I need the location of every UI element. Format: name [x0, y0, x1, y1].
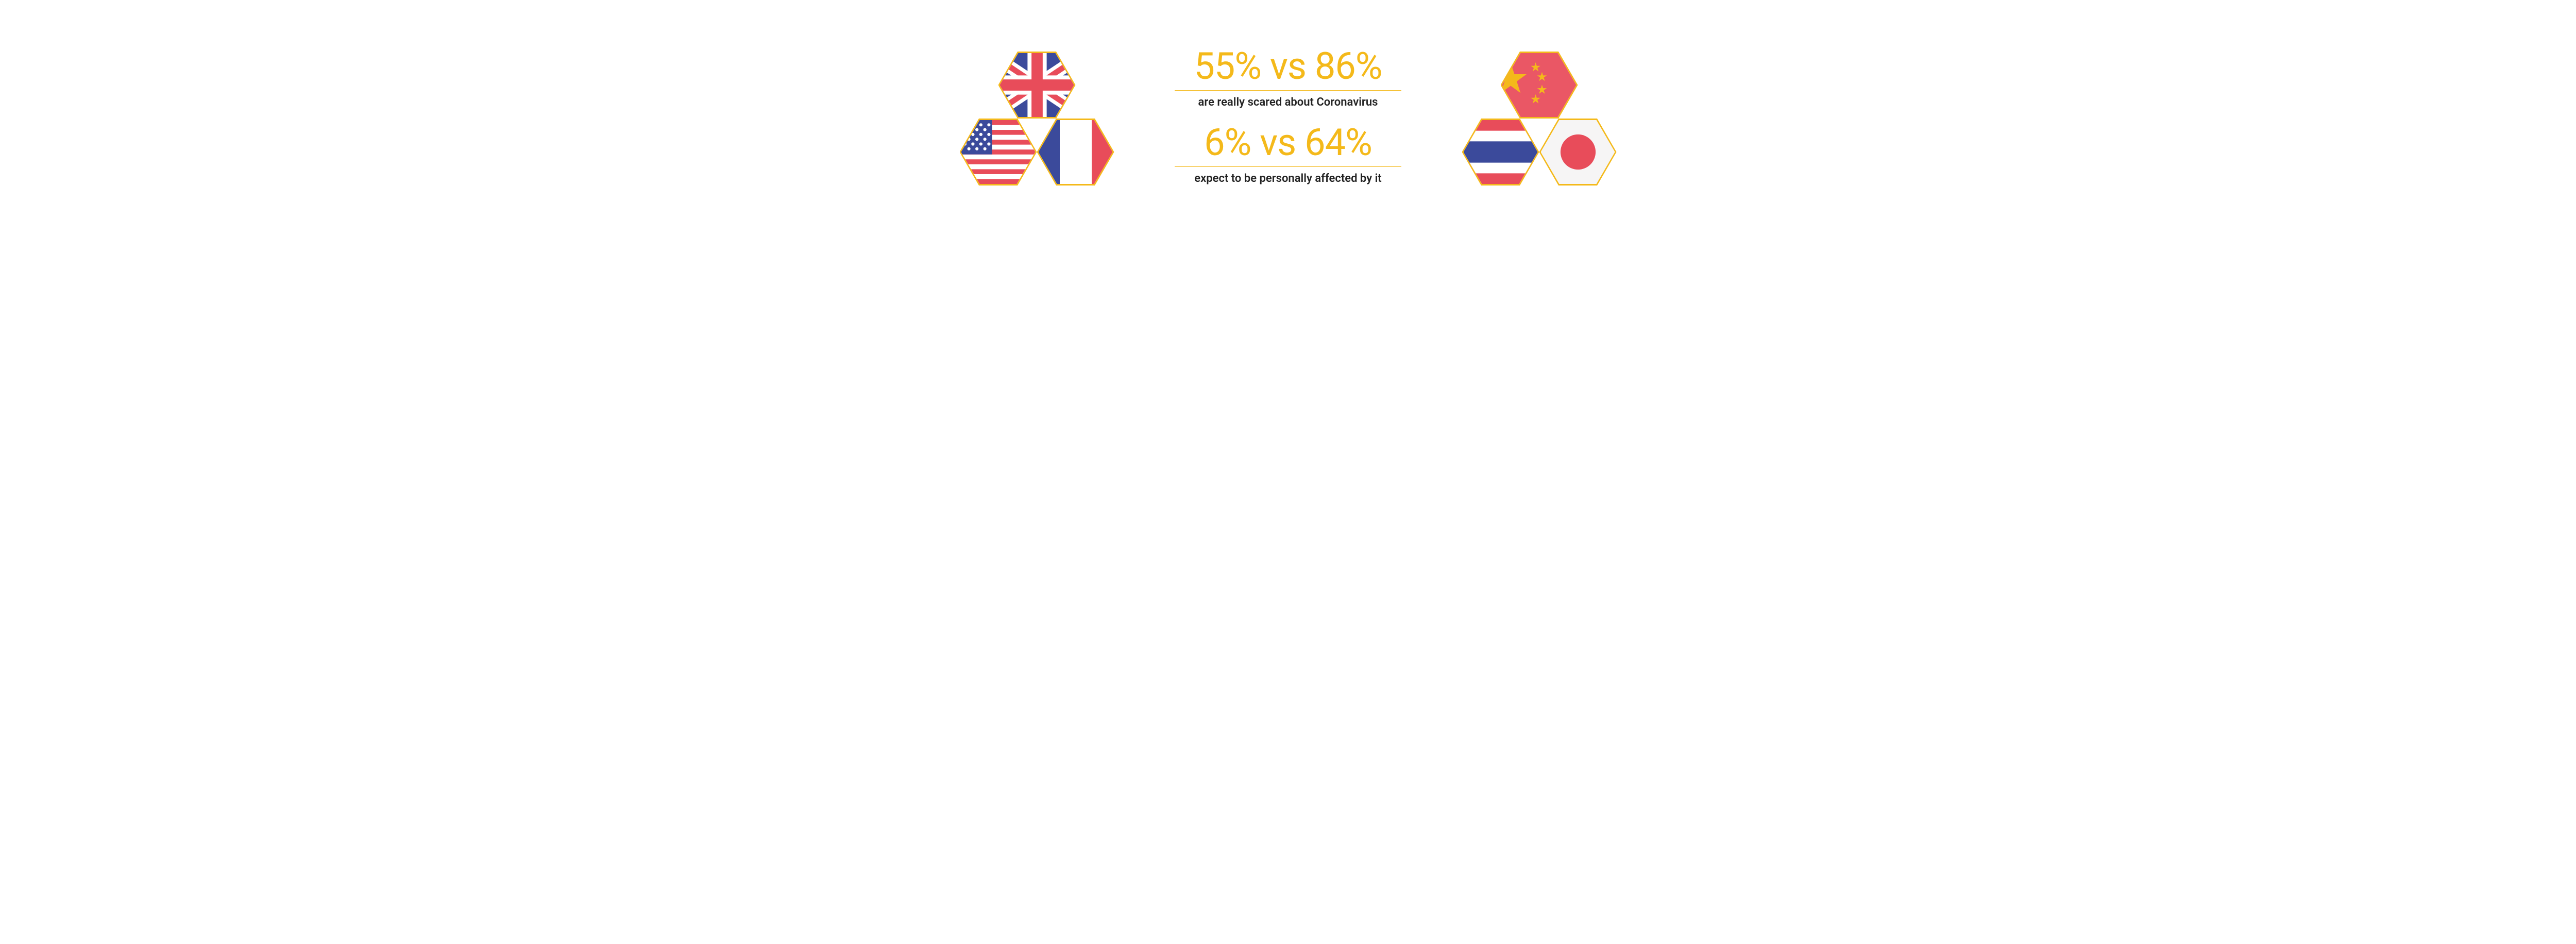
flag-cluster-west [960, 52, 1114, 186]
flag-france-icon [1039, 120, 1113, 184]
stat-scared-caption: are really scared about Coronavirus [1135, 96, 1442, 109]
flag-japan-icon [1541, 120, 1615, 184]
stats-center: 55% vs 86% are really scared about Coron… [1130, 38, 1447, 199]
stat-joiner: vs [1270, 44, 1306, 88]
stat-left-pct: 55% [1194, 44, 1261, 88]
stat-scared: 55% vs 86% are really scared about Coron… [1135, 47, 1442, 109]
flag-hex-us [960, 119, 1037, 186]
stat-left-pct: 6% [1204, 121, 1251, 164]
stat-scared-value: 55% vs 86% [1135, 47, 1442, 86]
flag-thailand-icon [1464, 120, 1538, 184]
flag-china-icon [1502, 53, 1577, 117]
flag-hex-japan [1539, 119, 1617, 186]
flag-uk-icon [1000, 53, 1074, 117]
stat-right-pct: 64% [1304, 121, 1372, 164]
flag-hex-france [1037, 119, 1114, 186]
flag-us-icon [961, 120, 1036, 184]
divider [1175, 90, 1401, 91]
flag-cluster-east [1462, 52, 1617, 186]
stat-joiner: vs [1260, 121, 1296, 164]
flag-hex-uk [998, 52, 1076, 119]
infographic: 55% vs 86% are really scared about Coron… [944, 27, 1632, 209]
stat-affected-caption: expect to be personally affected by it [1135, 172, 1442, 185]
flag-hex-china [1501, 52, 1578, 119]
flag-hex-thailand [1462, 119, 1539, 186]
divider [1175, 166, 1401, 167]
stat-right-pct: 86% [1315, 44, 1382, 88]
stat-affected-value: 6% vs 64% [1135, 123, 1442, 162]
stat-affected: 6% vs 64% expect to be personally affect… [1135, 123, 1442, 185]
